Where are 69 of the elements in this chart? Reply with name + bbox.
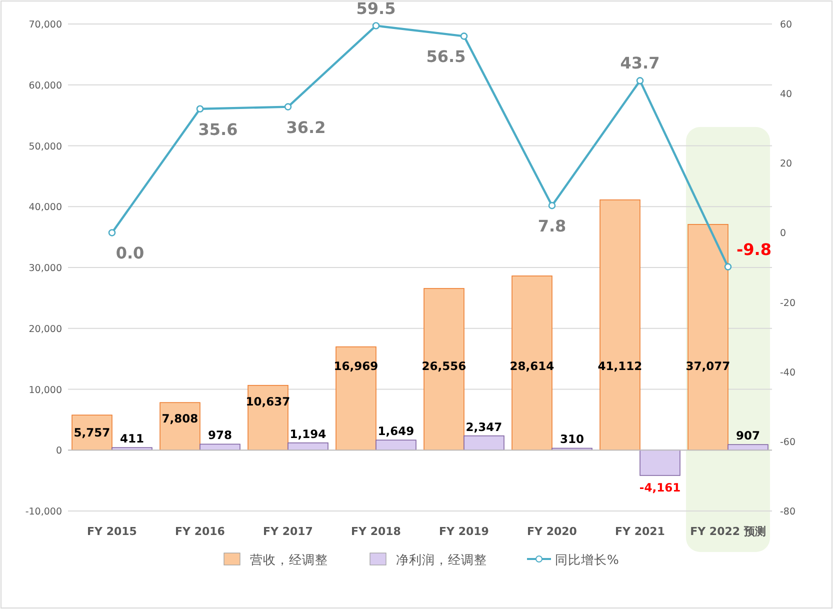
y-tick-label: 0 bbox=[56, 446, 62, 457]
point bbox=[372, 22, 380, 30]
y2-tick-label: -60 bbox=[780, 436, 796, 448]
point bbox=[548, 202, 556, 210]
data-label: 28,614 bbox=[510, 359, 554, 374]
y2-tick-label: 60 bbox=[780, 20, 792, 30]
data-label: 16,969 bbox=[334, 359, 378, 374]
y-tick-label: -10,000 bbox=[25, 506, 62, 518]
x-tick-label: FY 2020 bbox=[527, 525, 578, 538]
data-label: 26,556 bbox=[422, 359, 466, 374]
y-tick-label: 10,000 bbox=[28, 384, 62, 396]
point bbox=[108, 229, 116, 236]
point bbox=[284, 103, 292, 110]
data-label: 37,077 bbox=[686, 359, 730, 374]
y-tick-label: 60,000 bbox=[28, 80, 62, 92]
data-label: 56.5 bbox=[426, 47, 466, 66]
data-label: 907 bbox=[736, 428, 760, 443]
x-tick-label: FY 2021 bbox=[615, 525, 665, 538]
x-tick-label: FY 2018 bbox=[351, 525, 401, 538]
data-label: 1,194 bbox=[290, 426, 326, 441]
data-label: 7,808 bbox=[162, 412, 198, 426]
bar bbox=[640, 450, 680, 476]
legend-label: 同比增长% bbox=[555, 552, 619, 567]
bar bbox=[336, 346, 376, 451]
y2-tick-label: 20 bbox=[780, 158, 792, 170]
y-tick-label: 50,000 bbox=[28, 141, 62, 152]
data-label: 310 bbox=[560, 432, 584, 446]
data-label: -9.8 bbox=[736, 240, 772, 259]
data-label: -4,161 bbox=[639, 480, 681, 494]
x-tick-label: FY 2016 bbox=[175, 525, 226, 538]
x-tick-label: FY 2022 预测 bbox=[690, 525, 766, 538]
y2-tick-label: -20 bbox=[780, 298, 796, 309]
y-tick-label: 70,000 bbox=[28, 20, 62, 30]
bar bbox=[376, 440, 416, 451]
data-label: 7.8 bbox=[538, 216, 566, 236]
point bbox=[724, 263, 732, 270]
point bbox=[460, 32, 468, 40]
x-tick-label: FY 2017 bbox=[263, 525, 313, 538]
x-tick-label: FY 2015 bbox=[87, 525, 137, 538]
legend-label: 营收，经调整 bbox=[250, 552, 328, 567]
data-label: 10,637 bbox=[246, 394, 290, 408]
bar bbox=[512, 276, 552, 451]
bar bbox=[424, 288, 464, 451]
data-label: 978 bbox=[208, 428, 232, 442]
y2-tick-label: -80 bbox=[780, 506, 796, 518]
y-tick-label: 30,000 bbox=[28, 263, 62, 274]
bar bbox=[600, 199, 640, 451]
point bbox=[636, 77, 644, 84]
y2-tick-label: -40 bbox=[780, 367, 796, 378]
data-label: 411 bbox=[120, 432, 144, 446]
x-tick-label: FY 2019 bbox=[439, 525, 489, 538]
bar bbox=[688, 224, 728, 451]
data-label: 5,757 bbox=[74, 426, 110, 440]
y2-tick-label: 0 bbox=[780, 228, 786, 240]
y-tick-label: 40,000 bbox=[28, 202, 62, 214]
data-label: 2,347 bbox=[466, 420, 502, 434]
data-label: 36.2 bbox=[286, 118, 326, 137]
bar bbox=[464, 435, 504, 451]
data-label: 1,649 bbox=[378, 424, 414, 438]
data-label: 0.0 bbox=[116, 244, 144, 263]
data-label: 41,112 bbox=[598, 359, 642, 374]
point bbox=[196, 105, 204, 113]
data-label: 35.6 bbox=[198, 120, 238, 139]
legend-label: 净利润，经调整 bbox=[396, 552, 487, 567]
bar bbox=[248, 384, 288, 451]
data-label: 43.7 bbox=[620, 54, 660, 73]
y2-tick-label: 40 bbox=[780, 89, 792, 100]
y-tick-label: 20,000 bbox=[28, 324, 62, 335]
data-label: 59.5 bbox=[356, 0, 396, 18]
